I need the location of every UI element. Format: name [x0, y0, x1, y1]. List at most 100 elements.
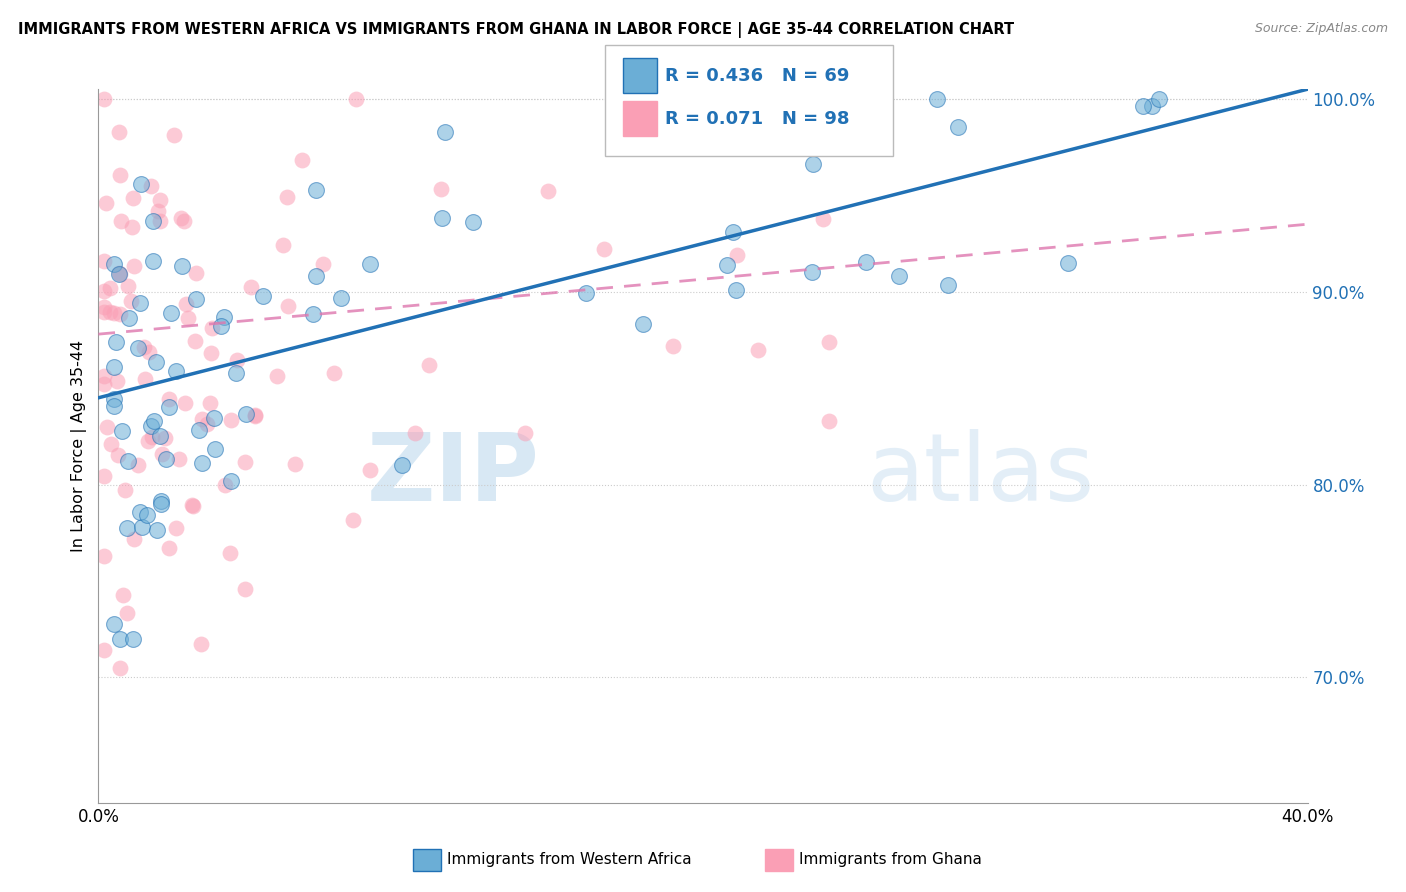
Point	[165, 521, 187, 535]
Point	[195, 417, 218, 431]
Point	[127, 341, 149, 355]
Point	[127, 458, 149, 473]
Point	[134, 372, 156, 386]
Point	[432, 211, 454, 226]
Point	[936, 278, 959, 293]
Point	[103, 359, 125, 374]
Point	[93, 376, 115, 391]
Point	[146, 523, 169, 537]
Point	[124, 259, 146, 273]
Point	[725, 248, 748, 262]
Point	[218, 546, 240, 560]
Text: R = 0.071   N = 98: R = 0.071 N = 98	[665, 110, 849, 128]
Point	[148, 203, 170, 218]
Text: ZIP: ZIP	[367, 428, 540, 521]
Point	[93, 468, 115, 483]
Point	[724, 283, 747, 297]
Point	[100, 436, 122, 450]
Point	[170, 259, 193, 273]
Point	[177, 311, 200, 326]
Point	[118, 311, 141, 326]
Point	[136, 434, 159, 449]
Point	[167, 451, 190, 466]
Point	[93, 643, 115, 657]
Point	[214, 478, 236, 492]
Point	[174, 297, 197, 311]
Point	[200, 346, 222, 360]
Point	[155, 451, 177, 466]
Point	[818, 335, 841, 350]
Point	[184, 334, 207, 348]
Point	[181, 499, 204, 513]
Point	[131, 520, 153, 534]
Point	[142, 214, 165, 228]
Point	[103, 257, 125, 271]
Point	[108, 267, 131, 281]
Point	[302, 307, 325, 321]
Point	[359, 462, 381, 476]
Point	[143, 413, 166, 427]
Point	[108, 661, 131, 675]
Point	[93, 368, 115, 383]
Point	[184, 292, 207, 306]
Point	[98, 305, 121, 319]
Point	[93, 285, 115, 299]
Point	[139, 419, 162, 434]
Point	[117, 278, 139, 293]
Point	[219, 413, 242, 427]
Point	[96, 195, 118, 210]
Point	[305, 268, 328, 283]
Point	[201, 321, 224, 335]
Point	[117, 606, 139, 620]
Point	[1147, 92, 1170, 106]
Point	[430, 182, 453, 196]
Point	[927, 92, 949, 106]
Point	[747, 343, 769, 357]
Point	[122, 532, 145, 546]
Point	[107, 448, 129, 462]
Point	[200, 396, 222, 410]
Point	[418, 359, 440, 373]
Point	[103, 400, 125, 414]
Y-axis label: In Labor Force | Age 35-44: In Labor Force | Age 35-44	[72, 340, 87, 552]
Point	[98, 281, 121, 295]
Point	[114, 483, 136, 498]
Point	[190, 637, 212, 651]
Point	[128, 295, 150, 310]
Point	[214, 310, 236, 325]
Point	[574, 285, 596, 300]
Point	[93, 300, 115, 314]
Point	[96, 419, 118, 434]
Point	[233, 455, 256, 469]
Point	[716, 259, 738, 273]
Point	[513, 425, 536, 440]
Point	[173, 395, 195, 409]
Point	[153, 431, 176, 445]
Point	[662, 339, 685, 353]
Point	[110, 214, 132, 228]
Point	[141, 430, 163, 444]
Point	[108, 125, 131, 139]
Text: atlas: atlas	[866, 428, 1094, 521]
Point	[225, 366, 247, 380]
Point	[209, 319, 232, 334]
Text: Source: ZipAtlas.com: Source: ZipAtlas.com	[1254, 22, 1388, 36]
Point	[93, 549, 115, 564]
Point	[111, 425, 134, 439]
Point	[129, 505, 152, 519]
Point	[235, 582, 257, 596]
Point	[433, 125, 456, 139]
Point	[149, 213, 172, 227]
Point	[284, 457, 307, 471]
Point	[204, 442, 226, 456]
Point	[202, 410, 225, 425]
Point	[1140, 99, 1163, 113]
Point	[111, 588, 134, 602]
Point	[342, 513, 364, 527]
Point	[359, 257, 381, 271]
Point	[150, 497, 173, 511]
Point	[322, 366, 344, 380]
Point	[463, 215, 485, 229]
Text: Immigrants from Ghana: Immigrants from Ghana	[799, 853, 981, 867]
Point	[239, 280, 262, 294]
